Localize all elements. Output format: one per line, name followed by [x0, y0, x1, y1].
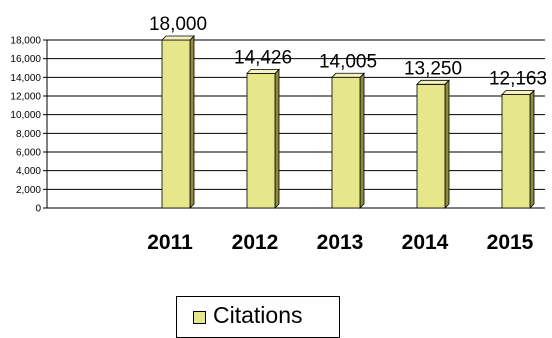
bar-side: [189, 35, 195, 209]
bar-2013: [331, 72, 365, 209]
gridlines: [47, 39, 545, 209]
data-label: 14,426: [234, 47, 292, 68]
y-tick-label: 8,000: [16, 129, 41, 140]
y-tick-label: 6,000: [16, 148, 41, 159]
data-label: 13,250: [404, 58, 462, 79]
y-tick-label: 18,000: [10, 36, 41, 47]
bar-side: [529, 89, 535, 209]
bar-side: [274, 68, 280, 209]
bar-top: [161, 35, 195, 41]
data-label: 12,163: [489, 68, 547, 89]
y-tick-label: 0: [35, 204, 41, 215]
bar-2015: [501, 89, 535, 209]
bar-top: [416, 79, 450, 85]
bar-front: [501, 94, 531, 209]
bar-front: [161, 39, 191, 209]
bars: [161, 35, 535, 209]
x-tick-label: 2015: [487, 231, 534, 254]
data-label: 14,005: [319, 51, 377, 72]
y-tick-label: 4,000: [16, 166, 41, 177]
y-tick-label: 2,000: [16, 185, 41, 196]
x-tick-label: 2012: [232, 231, 279, 254]
bar-2012: [246, 68, 280, 209]
legend-label: Citations: [213, 302, 303, 328]
y-tick-label: 14,000: [10, 73, 41, 84]
y-tick-label: 10,000: [10, 110, 41, 121]
bar-top: [501, 90, 535, 95]
bar-top: [246, 68, 280, 74]
y-tick-label: 16,000: [10, 54, 41, 65]
y-tick-label: 12,000: [10, 92, 41, 103]
bar-front: [246, 72, 276, 209]
bar-front: [416, 83, 446, 209]
x-tick-label: 2013: [317, 231, 364, 254]
bar-side: [359, 72, 365, 209]
x-tick-label: 2011: [147, 231, 193, 254]
bar-side: [444, 79, 450, 209]
bar-front: [331, 76, 361, 209]
bar-top: [331, 72, 365, 78]
x-tick-labels: 2011 2012 2013 2014 2015: [147, 231, 533, 254]
legend: Citations: [176, 296, 340, 338]
data-label: 18,000: [149, 14, 207, 35]
y-axis: 0 2,000 4,000 6,000 8,000 10,000 12,000 14,000 1…: [10, 36, 48, 215]
legend-swatch-icon: [193, 311, 206, 324]
bar-2011: [161, 35, 195, 209]
bar-2014: [416, 79, 450, 209]
x-tick-label: 2014: [402, 231, 449, 254]
data-labels: 18,000 14,426 14,005 13,250 12,163: [149, 14, 547, 89]
